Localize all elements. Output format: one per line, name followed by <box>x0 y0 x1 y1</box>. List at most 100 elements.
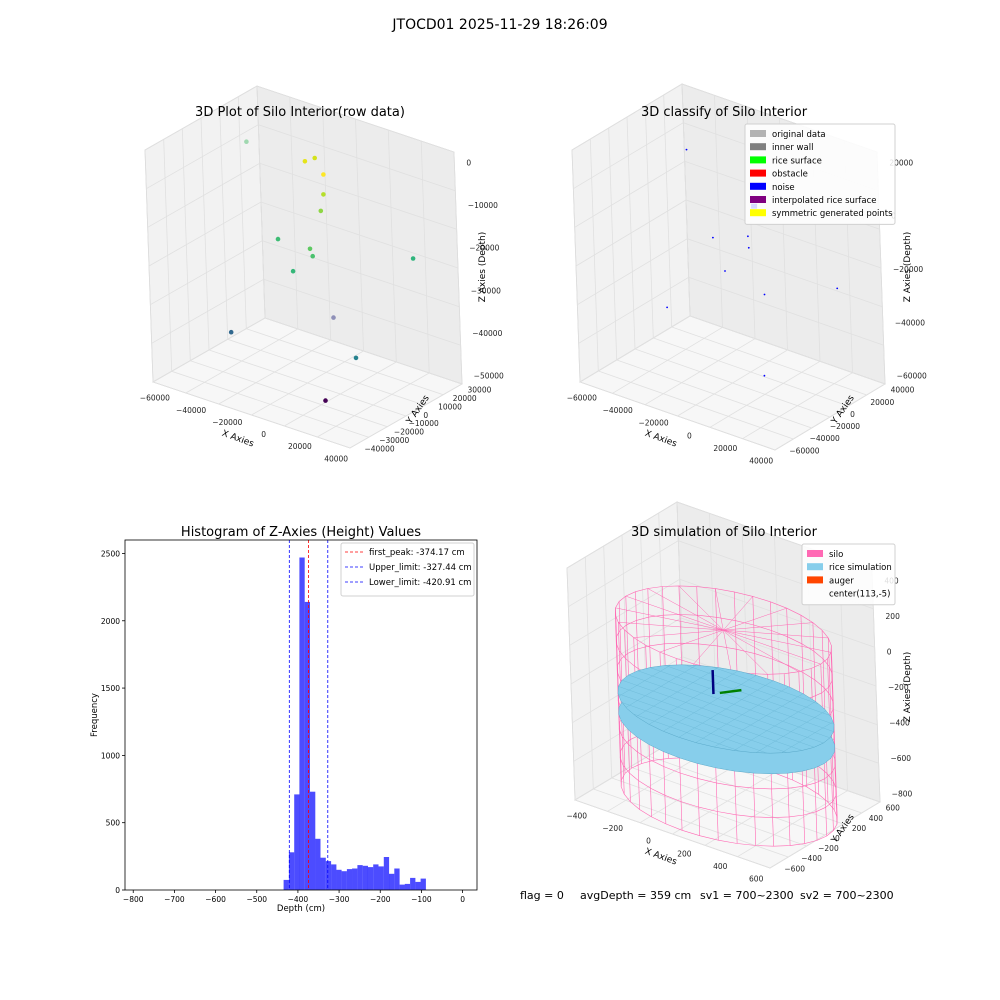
legend-label: Lower_limit: -420.91 cm <box>369 578 471 588</box>
x-tick-label: −700 <box>164 895 185 904</box>
z-tick-label: −400 <box>889 719 910 728</box>
classify-3d-plot: 3D classify of Silo Interior −60000 −40000… <box>567 83 927 465</box>
data-point <box>302 159 308 164</box>
legend-label: inner wall <box>772 143 813 153</box>
silo-rib <box>614 614 622 787</box>
silo-rib <box>830 652 838 825</box>
x-tick-label: 20000 <box>713 444 737 453</box>
histogram-bar <box>352 868 358 890</box>
legend-label: rice surface <box>772 156 822 166</box>
silo-roof-spoke <box>723 629 768 675</box>
x-tick-label: −400 <box>288 895 309 904</box>
histogram-bar <box>341 871 347 890</box>
legend-label: first_peak: -374.17 cm <box>369 548 465 558</box>
silo-roof-spoke <box>723 629 829 639</box>
y-tick-label: −40000 <box>810 434 840 443</box>
silo-roof-spoke <box>625 595 724 631</box>
x-axis-label: X Axies <box>643 847 678 868</box>
x-tick-label: 20000 <box>288 442 312 451</box>
legend-label: original data <box>772 130 826 140</box>
histogram-bar <box>362 865 368 890</box>
center-axis-marker <box>711 670 715 695</box>
legend-swatch <box>750 182 766 190</box>
chart-title: 3D simulation of Silo Interior <box>631 525 818 540</box>
y-axis-label: Frequency <box>90 693 100 737</box>
z-tick-label: −40000 <box>472 329 502 338</box>
data-point <box>763 293 766 296</box>
y-tick-label: 500 <box>106 819 121 828</box>
data-point <box>290 268 296 274</box>
z-tick-label: −40000 <box>895 318 925 327</box>
histogram-bar <box>404 883 411 890</box>
legend-label: symmetric generated points <box>772 209 893 219</box>
silo-roof-spoke <box>678 585 724 631</box>
legend-swatch <box>807 576 823 584</box>
z-tick-label: 200 <box>886 612 901 621</box>
y-tick-label: 2500 <box>101 549 120 558</box>
y-tick-label: 0 <box>115 886 120 895</box>
x-tick-label: 0 <box>687 431 692 440</box>
y-tick-label: 0 <box>423 411 428 420</box>
legend-label: auger <box>829 576 854 586</box>
histogram-bar <box>320 857 326 890</box>
rice-mesh-line <box>684 664 831 716</box>
silo-roof-spoke <box>659 629 724 653</box>
silo-roof-spoke <box>615 607 724 631</box>
data-point <box>353 355 359 361</box>
histogram-bar <box>410 877 416 890</box>
histogram-bar <box>315 838 321 890</box>
y-tick-label: −20000 <box>830 422 860 431</box>
z-tick-label: 0 <box>887 647 892 656</box>
rice-mesh-line <box>665 665 835 725</box>
y-tick-label: 600 <box>886 804 901 813</box>
data-point <box>685 148 688 151</box>
x-tick-label: −100 <box>411 895 432 904</box>
data-point <box>323 398 328 403</box>
legend-label: interpolated rice surface <box>772 196 877 206</box>
data-point <box>712 236 714 239</box>
z-tick-label: −600 <box>890 754 911 763</box>
rice-mesh-line <box>733 701 816 751</box>
data-point <box>275 236 281 242</box>
silo-roof-spoke <box>715 588 724 631</box>
y-tick-label: 10000 <box>438 402 462 411</box>
legend: original data inner wall rice surface obsta… <box>744 123 896 225</box>
chart-title: 3D classify of Silo Interior <box>641 105 808 120</box>
z-axis-label: Z Axies (Depth) <box>903 232 913 303</box>
histogram-bar <box>420 878 426 890</box>
footer-sv1: sv1 = 700~2300 <box>700 889 794 902</box>
histogram-bar <box>399 884 405 890</box>
x-tick-label: 400 <box>713 862 728 871</box>
rice-mesh-line <box>637 670 831 738</box>
rice-mesh-line <box>781 721 834 754</box>
x-tick-label: −200 <box>602 824 623 833</box>
data-point <box>310 253 316 259</box>
histogram-bar <box>346 869 353 890</box>
x-tick-label: 600 <box>749 874 764 883</box>
legend-swatch <box>807 563 823 571</box>
legend-label: silo <box>829 550 843 560</box>
x-tick-label: 40000 <box>324 454 348 463</box>
histogram-bar <box>383 857 390 890</box>
z-tick-label: −30000 <box>471 286 501 295</box>
x-tick-label: 0 <box>460 895 465 904</box>
x-tick-label: −600 <box>205 895 226 904</box>
silo-roof-spoke <box>723 607 787 631</box>
y-tick-label: 2000 <box>101 617 120 626</box>
silo-ring <box>620 757 838 847</box>
y-tick-label: 20000 <box>870 398 894 407</box>
legend-swatch <box>750 156 766 164</box>
y-gridline <box>663 94 867 396</box>
silo-roof-spoke <box>647 588 724 631</box>
rice-mesh-line <box>755 710 827 753</box>
data-point <box>410 256 416 261</box>
x-tick-label: 0 <box>646 837 651 846</box>
x-tick-label: −400 <box>566 812 587 821</box>
x-tick-label: 0 <box>261 430 266 439</box>
histogram-bar <box>367 867 374 890</box>
data-point <box>724 270 726 272</box>
x-tick-label: −20000 <box>212 418 242 427</box>
histogram-bar <box>294 794 300 890</box>
data-point <box>228 329 234 335</box>
